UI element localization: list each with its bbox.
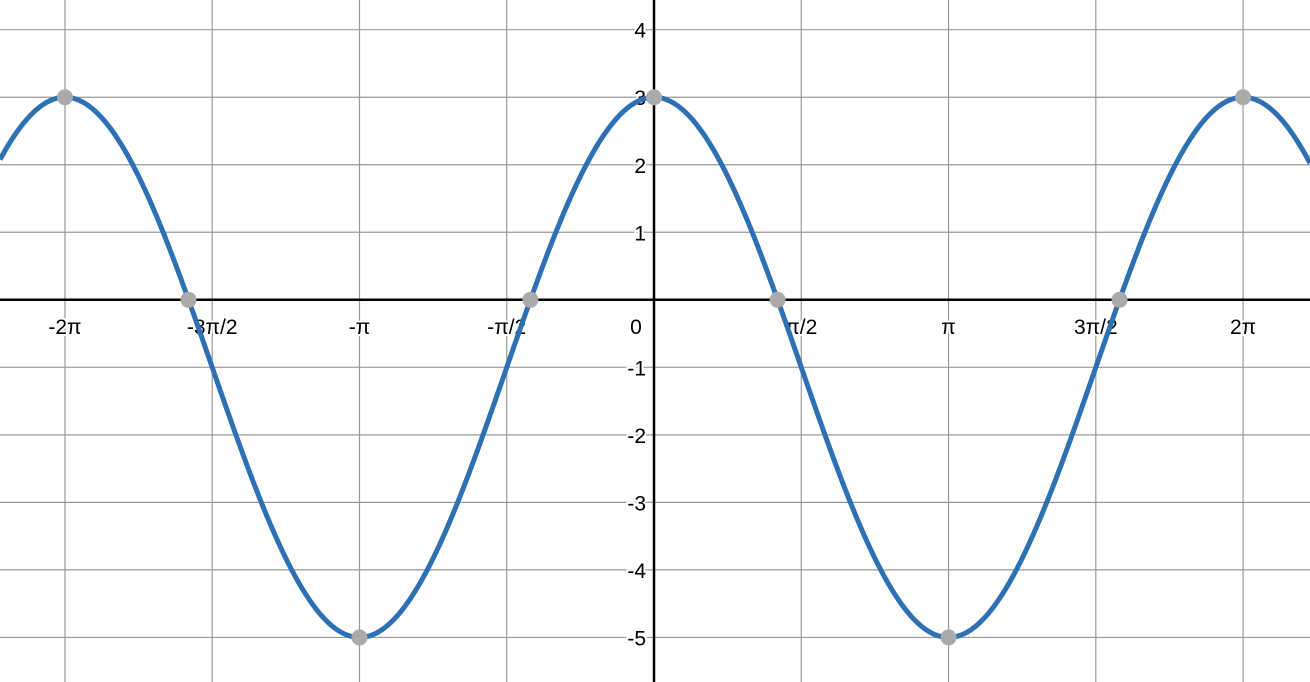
key-point [940, 629, 957, 646]
points-layer [56, 89, 1252, 646]
y-tick-label: 4 [634, 20, 646, 43]
y-tick-label: -5 [627, 627, 646, 650]
y-tick-label: -1 [627, 357, 646, 380]
y-tick-label: -3 [627, 492, 646, 515]
key-point [180, 291, 197, 308]
y-tick-label: 2 [634, 155, 646, 178]
key-point [522, 291, 539, 308]
y-tick-label: 1 [634, 222, 646, 245]
y-tick-label: -2 [627, 425, 646, 448]
key-point [1235, 89, 1252, 106]
key-point [351, 629, 368, 646]
key-point [646, 89, 663, 106]
x-tick-label: -π [349, 316, 370, 339]
x-tick-label: -2π [48, 316, 81, 339]
x-tick-label: π [941, 316, 956, 339]
x-tick-label: 2π [1230, 316, 1256, 339]
y-tick-label: -4 [627, 560, 646, 583]
key-point [769, 291, 786, 308]
x-tick-label: 0 [630, 316, 642, 339]
key-point [56, 89, 73, 106]
key-point [1111, 291, 1128, 308]
